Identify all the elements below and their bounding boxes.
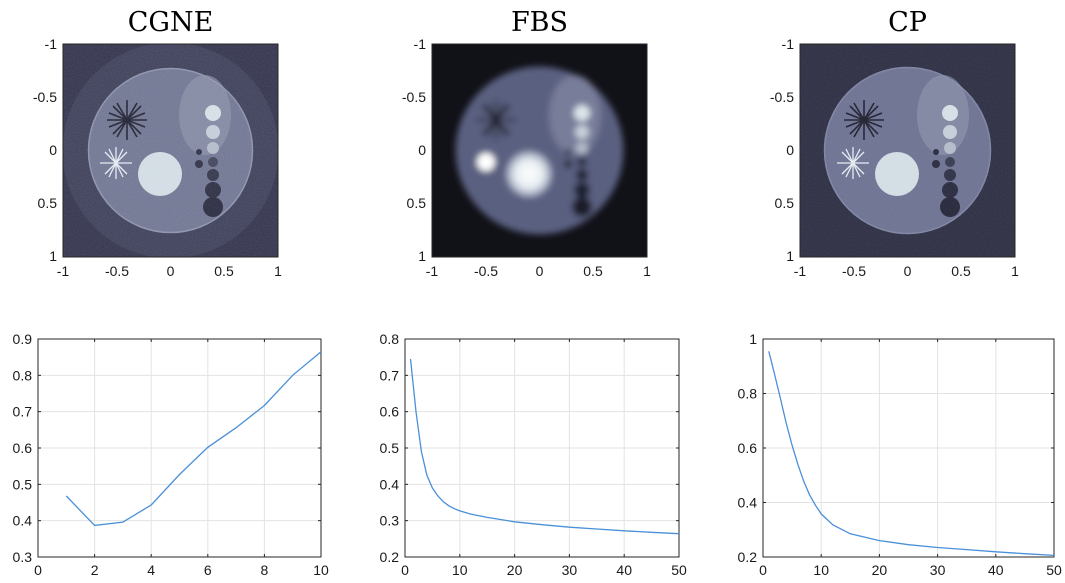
ytick-label: 1 [786, 248, 794, 264]
ytick-label: 0 [49, 142, 57, 158]
xtick-label: -0.5 [474, 263, 498, 279]
y-tick-label: 1 [749, 331, 757, 347]
x-tick-label: 2 [91, 562, 99, 578]
ytick-label: 0 [418, 142, 426, 158]
xtick-label: 0.5 [583, 263, 603, 279]
ytick-label: -1 [414, 36, 427, 52]
ytick-label: 0.5 [775, 195, 795, 211]
x-tick-label: 0 [34, 562, 42, 578]
image-yticks: -1 -0.5 0 0.5 1 [402, 36, 426, 264]
ytick-label: -1 [782, 36, 795, 52]
y-tick-label: 0.4 [13, 513, 33, 529]
x-tick-label: 40 [616, 562, 632, 578]
image-panel-fbs: FBS [402, 7, 651, 279]
series-line [768, 351, 1055, 557]
x-tick-label: 30 [930, 562, 946, 578]
image-axes-box [431, 43, 648, 258]
xtick-label: 1 [1011, 263, 1019, 279]
y-tick-label: 0.3 [380, 513, 400, 529]
xtick-label: -0.5 [105, 263, 129, 279]
y-tick-label: 0.2 [380, 549, 400, 565]
x-tick-label: 40 [988, 562, 1004, 578]
image-title-cp: CP [888, 7, 927, 38]
image-axes-box [799, 43, 1016, 258]
x-tick-label: 50 [1046, 562, 1062, 578]
y-tick-label: 0.9 [13, 331, 33, 347]
x-tick-label: 30 [562, 562, 578, 578]
x-tick-label: 4 [147, 562, 155, 578]
image-yticks: -1 -0.5 0 0.5 1 [33, 36, 57, 264]
line-chart-fbs: 0 10 20 30 40 50 0.2 0.3 0.4 0.5 0.6 0.7 0.8 [380, 331, 687, 578]
xtick-label: -1 [426, 263, 439, 279]
image-yticks: -1 -0.5 0 0.5 1 [770, 36, 794, 264]
xtick-label: 0 [904, 263, 912, 279]
x-tick-label: 20 [872, 562, 888, 578]
xtick-label: 1 [643, 263, 651, 279]
y-tick-label: 0.5 [13, 476, 33, 492]
ytick-label: -1 [45, 36, 58, 52]
line-chart-cp: 0 10 20 30 40 50 0.2 0.4 0.6 0.8 1 [738, 331, 1062, 578]
ytick-label: -0.5 [770, 89, 794, 105]
y-tick-label: 0.4 [738, 495, 758, 511]
x-tick-label: 0 [401, 562, 409, 578]
y-tick-label: 0.7 [380, 367, 400, 383]
x-tick-label: 10 [313, 562, 329, 578]
ytick-label: -0.5 [402, 89, 426, 105]
xtick-label: 0 [536, 263, 544, 279]
y-tick-label: 0.7 [13, 404, 33, 420]
series-line [409, 358, 680, 535]
reconstruction-phantom-image [432, 44, 647, 257]
x-tick-label: 10 [452, 562, 468, 578]
reconstruction-phantom-image [63, 44, 278, 257]
xtick-label: 0.5 [214, 263, 234, 279]
x-tick-label: 8 [261, 562, 269, 578]
image-panel-cgne: CGNE [33, 7, 282, 279]
y-tick-label: 0.3 [13, 549, 33, 565]
xtick-label: 1 [274, 263, 282, 279]
y-tick-label: 0.8 [738, 386, 758, 402]
xtick-label: -1 [794, 263, 807, 279]
xtick-label: 0 [167, 263, 175, 279]
line-chart-cgne: 0 2 4 6 8 10 0.3 0.4 0.5 0.6 0.7 0.8 0.9 [13, 331, 329, 578]
image-title-fbs: FBS [511, 7, 568, 38]
y-tick-label: 0.6 [738, 440, 758, 456]
xtick-label: -1 [57, 263, 70, 279]
x-tick-label: 0 [759, 562, 767, 578]
reconstruction-phantom-image [800, 44, 1015, 257]
x-tick-label: 20 [507, 562, 523, 578]
ytick-label: 1 [49, 248, 57, 264]
y-tick-label: 0.2 [738, 549, 758, 565]
ytick-label: 1 [418, 248, 426, 264]
series-line [65, 351, 322, 527]
image-xticks: -1 -0.5 0 0.5 1 [426, 263, 651, 279]
y-tick-label: 0.4 [380, 476, 400, 492]
ytick-label: 0 [786, 142, 794, 158]
image-panel-cp: CP [770, 7, 1019, 279]
y-tick-label: 0.8 [13, 367, 33, 383]
xtick-label: 0.5 [951, 263, 971, 279]
x-tick-label: 6 [204, 562, 212, 578]
x-tick-label: 50 [671, 562, 687, 578]
image-xticks: -1 -0.5 0 0.5 1 [794, 263, 1019, 279]
x-tick-label: 10 [813, 562, 829, 578]
image-title-cgne: CGNE [128, 7, 214, 38]
ytick-label: 0.5 [38, 195, 58, 211]
image-axes-box [62, 43, 279, 258]
ytick-label: -0.5 [33, 89, 57, 105]
y-tick-label: 0.6 [380, 404, 400, 420]
dark-star-shape [476, 100, 516, 140]
y-tick-label: 0.5 [380, 440, 400, 456]
y-tick-label: 0.8 [380, 331, 400, 347]
xtick-label: -0.5 [842, 263, 866, 279]
image-xticks: -1 -0.5 0 0.5 1 [57, 263, 282, 279]
y-tick-label: 0.6 [13, 440, 33, 456]
ytick-label: 0.5 [407, 195, 427, 211]
